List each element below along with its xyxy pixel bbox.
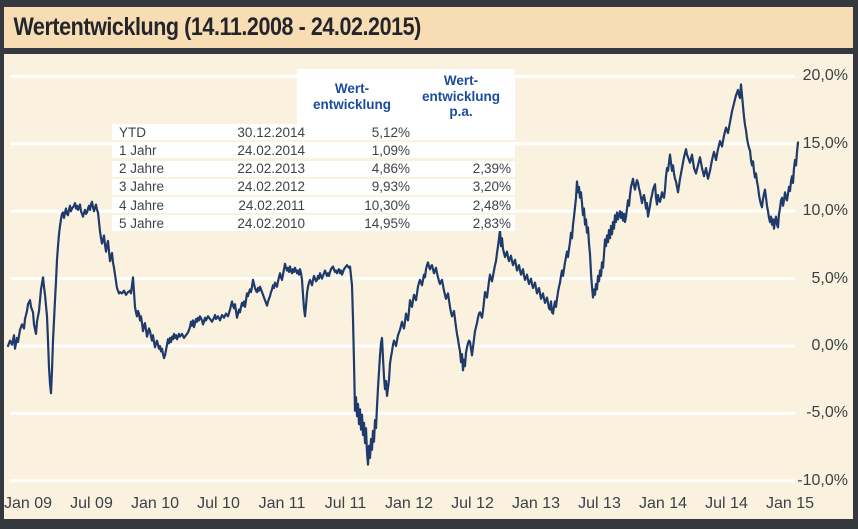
table-row: 2 Jahre 22.02.2013 4,86% 2,39% (112, 160, 515, 177)
title-bar: Wertentwicklung (14.11.2008 - 24.02.2015… (4, 7, 853, 54)
y-tick-label: 5,0% (811, 269, 848, 287)
y-tick-label: 10,0% (802, 202, 848, 220)
row-perf: 14,95% (364, 215, 410, 231)
row-perf: 1,09% (371, 142, 410, 158)
y-tick-label: 15,0% (802, 134, 848, 152)
row-label: 1 Jahr (119, 142, 157, 158)
row-perf-pa: 3,20% (472, 179, 511, 195)
table-row: 1 Jahr 24.02.2014 1,09% (112, 142, 515, 159)
row-date: 24.02.2011 (238, 197, 305, 213)
page-title: Wertentwicklung (14.11.2008 - 24.02.2015… (13, 13, 421, 41)
performance-line (6, 83, 800, 466)
header-wertentwicklung-pa: Wert- entwicklung p.a. (421, 73, 500, 120)
row-perf-pa: 2,48% (472, 197, 511, 213)
row-label: YTD (119, 124, 146, 140)
row-date: 22.02.2013 (237, 161, 305, 177)
x-tick-label: Jul 10 (197, 495, 240, 512)
x-tick-label: Jan 10 (130, 495, 180, 512)
x-tick-label: Jul 09 (70, 495, 113, 512)
y-tick-label: 0,0% (811, 337, 848, 354)
x-tick-label: Jan 12 (384, 495, 434, 512)
x-tick-label: Jul 11 (324, 495, 367, 512)
x-tick-label: Jan 09 (3, 495, 53, 512)
row-perf-pa: 2,39% (472, 161, 511, 177)
y-tick-label: -10,0% (797, 471, 848, 489)
table-row: 3 Jahre 24.02.2012 9,93% 3,20% (112, 178, 515, 195)
y-tick-label: 20,0% (802, 67, 848, 85)
row-perf: 10,30% (364, 197, 410, 213)
x-tick-label: Jul 13 (578, 495, 621, 512)
row-perf: 5,12% (371, 124, 410, 140)
row-label: 4 Jahre (119, 197, 165, 213)
x-tick-label: Jan 15 (765, 495, 815, 512)
row-label: 3 Jahre (119, 179, 165, 195)
row-perf: 9,93% (371, 179, 410, 195)
x-tick-label: Jul 14 (705, 495, 748, 512)
row-perf-pa: 2,83% (472, 215, 511, 231)
row-date: 24.02.2014 (237, 142, 305, 158)
row-label: 5 Jahre (119, 215, 165, 231)
row-label: 2 Jahre (119, 161, 165, 177)
x-tick-label: Jul 12 (451, 495, 494, 512)
y-tick-label: -5,0% (806, 404, 848, 422)
performance-table-rows: YTD 30.12.2014 5,12% 1 Jahr 24.02.2014 1… (112, 124, 515, 234)
header-wertentwicklung: Wert- entwicklung (312, 81, 391, 112)
table-row: YTD 30.12.2014 5,12% (112, 124, 515, 140)
table-row: 5 Jahre 24.02.2010 14,95% 2,83% (112, 215, 515, 232)
row-date: 30.12.2014 (237, 124, 305, 140)
row-date: 24.02.2010 (237, 215, 305, 231)
table-row: 4 Jahre 24.02.2011 10,30% 2,48% (112, 197, 515, 214)
performance-table-header: Wert- entwicklung Wert- entwicklung p.a. (297, 69, 515, 124)
row-date: 24.02.2012 (237, 179, 305, 195)
x-tick-label: Jan 14 (638, 495, 688, 512)
row-perf: 4,86% (371, 161, 410, 177)
x-tick-label: Jan 13 (511, 495, 561, 512)
x-tick-label: Jan 11 (258, 495, 306, 512)
